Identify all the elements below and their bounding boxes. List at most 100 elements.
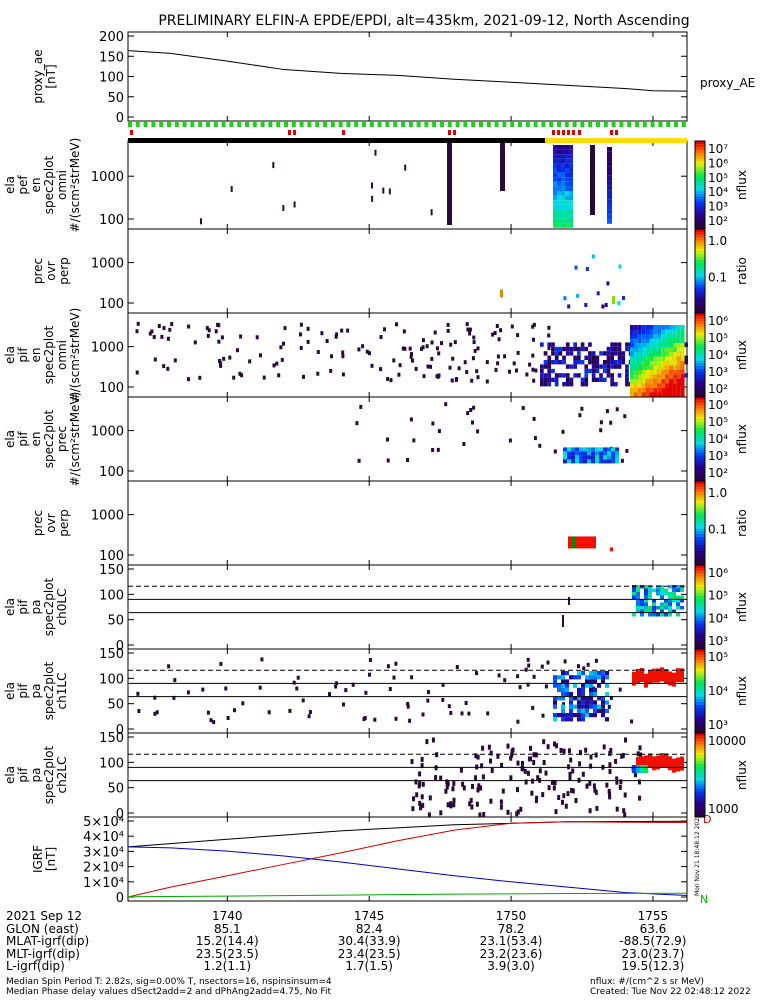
- spec-pixel: [668, 592, 672, 596]
- colorbar-cell: [695, 158, 705, 163]
- spec-pixel: [588, 808, 592, 814]
- spec-pixel: [653, 334, 658, 339]
- spec-pixel: [157, 324, 161, 328]
- spec-pixel: [403, 346, 407, 351]
- spec-pixel: [565, 223, 569, 228]
- spec-pixel: [267, 710, 271, 715]
- colorbar-cell: [695, 811, 705, 815]
- spec-pixel: [361, 344, 365, 349]
- green-bar-mark: [213, 122, 218, 127]
- side-stamp: Mon Nov 21 18:48:12 2022: [694, 814, 701, 896]
- spec-pixel: [569, 351, 574, 356]
- spec-pixel: [392, 358, 396, 363]
- spec-pixel: [645, 361, 650, 366]
- spec-pixel: [672, 599, 676, 603]
- spec-pixel: [605, 700, 609, 705]
- spec-pixel: [637, 370, 642, 375]
- spec-pixel: [464, 701, 468, 705]
- spec-pixel: [538, 768, 542, 774]
- spec-pixel: [597, 671, 601, 676]
- spec-pixel: [576, 293, 580, 298]
- spec-pixel: [272, 162, 275, 169]
- spec-pixel: [406, 702, 410, 706]
- spec-pixel: [577, 351, 581, 356]
- spec-pixel: [649, 334, 654, 339]
- spec-pixel: [463, 360, 467, 365]
- spec-pixel: [644, 673, 648, 688]
- colorbar-cell: [695, 357, 705, 362]
- spec-pixel: [557, 181, 561, 187]
- spec-pixel: [571, 788, 575, 794]
- spec-pixel: [558, 373, 563, 378]
- colorbar-cell: [695, 234, 705, 238]
- spec-pixel: [316, 350, 320, 354]
- spec-pixel: [641, 370, 646, 375]
- spec-pixel: [637, 374, 642, 379]
- colorbar-cell: [695, 399, 705, 404]
- green-bar-mark: [486, 122, 491, 127]
- colorbar-cell: [695, 570, 705, 574]
- colorbar-cell: [695, 486, 705, 490]
- spec-pixel: [621, 355, 626, 360]
- spec-pixel: [553, 449, 557, 454]
- colorbar-cell: [695, 777, 705, 782]
- spec-pixel: [499, 328, 503, 333]
- spec-pixel: [448, 365, 452, 370]
- spec-pixel: [661, 379, 666, 384]
- spec-pixel: [561, 200, 565, 205]
- spec-pixel: [541, 792, 545, 798]
- spec-pixel: [660, 592, 664, 596]
- spec-pixel: [636, 595, 640, 599]
- spec-pixel: [648, 585, 652, 589]
- spec-pixel: [421, 781, 425, 787]
- spec-pixel: [547, 377, 552, 382]
- panel-label: precovrperp: [31, 509, 71, 537]
- spec-pixel: [676, 668, 680, 683]
- spec-pixel: [672, 356, 677, 361]
- spec-pixel: [668, 602, 672, 606]
- spec-pixel: [591, 368, 596, 374]
- spec-pixel: [589, 754, 593, 760]
- spec-pixel: [633, 392, 638, 397]
- spec-pixel: [355, 421, 359, 426]
- spec-pixel: [427, 812, 431, 818]
- panel-label-line: [nT]: [44, 847, 58, 871]
- ephemeris-column: 1740 85.1 15.2(14.4) 23.5(23.5) 1.2(1.1): [167, 910, 287, 973]
- spec-pixel: [558, 346, 563, 352]
- spec-pixel: [446, 802, 450, 808]
- spec-pixel: [636, 668, 640, 683]
- spec-pixel: [605, 409, 609, 414]
- spec-pixel: [557, 795, 561, 800]
- spec-pixel: [610, 373, 614, 378]
- ephemeris-value: 1.7(1.5): [345, 959, 393, 973]
- spec-pixel: [477, 783, 481, 789]
- spec-pixel: [240, 373, 244, 378]
- spec-pixel: [557, 214, 561, 219]
- colorbar-cell: [695, 301, 705, 306]
- spec-pixel: [661, 365, 666, 370]
- spec-pixel: [489, 750, 493, 756]
- colorbar-cell: [695, 455, 705, 460]
- spec-pixel: [599, 451, 603, 456]
- spec-pixel: [632, 613, 636, 617]
- colorbar-cell: [695, 369, 705, 373]
- colorbar-cell: [695, 245, 705, 250]
- eph-label-1: GLON (east): [6, 921, 79, 936]
- colorbar-cell: [695, 797, 705, 801]
- spec-pixel: [437, 429, 441, 434]
- spec-pixel: [475, 369, 479, 374]
- ephemeris-value: 23.2(23.6): [479, 946, 543, 961]
- spec-pixel: [648, 592, 652, 596]
- spec-pixel: [543, 360, 548, 365]
- spec-pixel: [585, 700, 589, 705]
- colorbar-label: nflux: [735, 760, 749, 790]
- green-bar-mark: [408, 122, 413, 127]
- proxy-ae-line: [127, 50, 688, 92]
- spec-pixel: [510, 324, 514, 329]
- ytick-label: 100: [99, 297, 124, 312]
- spec-pixel: [562, 346, 566, 352]
- spec-pixel: [561, 683, 565, 688]
- spec-pixel: [656, 755, 660, 770]
- spec-pixel: [597, 708, 601, 713]
- spec-pixel: [465, 370, 469, 375]
